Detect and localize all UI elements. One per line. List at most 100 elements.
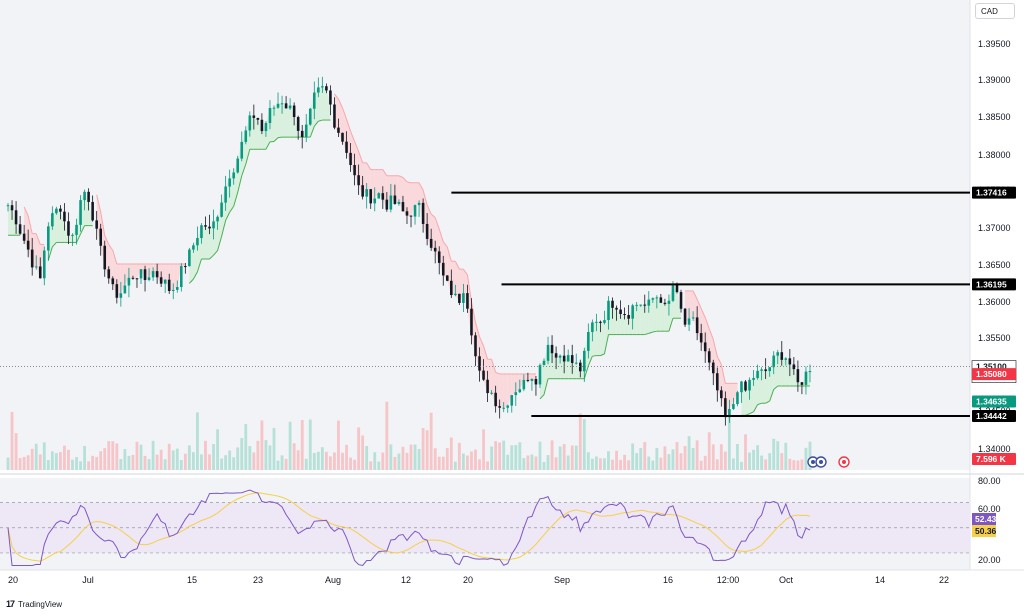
volume-bar — [228, 450, 232, 470]
supertrend-resistance-line — [704, 317, 710, 329]
volume-bar — [54, 453, 58, 470]
time-axis-label: Jul — [82, 575, 94, 585]
supertrend-resistance-line — [426, 204, 432, 215]
volume-bar — [272, 427, 276, 470]
supertrend-resistance-line — [483, 345, 489, 360]
candle-body — [216, 216, 219, 222]
candle-body — [304, 124, 308, 137]
volume-bar — [71, 459, 74, 470]
candle-body — [51, 213, 54, 227]
volume-bar — [341, 452, 344, 470]
supertrend-support-line — [753, 404, 759, 413]
volume-bar — [607, 451, 610, 470]
candle-body — [55, 208, 58, 214]
supertrend-support-line — [652, 330, 657, 333]
volume-bar — [337, 420, 340, 470]
volume-bar — [727, 414, 731, 470]
candle-body — [804, 371, 808, 385]
candle-body — [583, 350, 586, 372]
volume-bar — [260, 420, 264, 470]
candle-body — [188, 249, 191, 267]
volume-bar — [445, 448, 449, 470]
candle-body — [34, 266, 38, 268]
event-dot-icon — [811, 460, 815, 464]
volume-bars — [6, 401, 812, 470]
volume-bar — [38, 454, 42, 470]
supertrend-support-line — [668, 318, 674, 332]
candle-body — [542, 360, 546, 366]
volume-bar — [619, 459, 622, 470]
candle-body — [780, 352, 784, 360]
candle-body — [429, 238, 433, 248]
supertrend-fill — [612, 307, 617, 335]
candle-body — [42, 250, 46, 279]
candle-body — [248, 115, 252, 131]
supertrend-support-line — [539, 394, 545, 400]
volume-bar — [139, 444, 143, 470]
supertrend-resistance-line — [692, 290, 698, 300]
volume-bar — [655, 447, 659, 470]
candle-body — [292, 105, 296, 118]
supertrend-resistance-line — [334, 93, 339, 100]
candle-body — [26, 240, 30, 250]
candle-body — [329, 90, 332, 105]
supertrend-support-line — [592, 355, 597, 357]
volume-bar — [413, 444, 417, 470]
volume-bar — [732, 458, 735, 470]
volume-bar — [244, 424, 248, 470]
volume-bar — [240, 438, 244, 470]
supertrend-fill — [523, 373, 528, 381]
candle-body — [699, 333, 703, 343]
rsi-value-label: 52.43 — [975, 514, 997, 524]
volume-bar — [772, 438, 776, 470]
candle-body — [268, 108, 272, 123]
supertrend-support-line — [225, 212, 231, 221]
volume-bar — [449, 437, 453, 470]
level-label-bg — [972, 278, 1016, 291]
supertrend-fill — [181, 263, 186, 267]
volume-label: 7.596 K — [976, 454, 1007, 464]
supertrend-resistance-line — [454, 260, 460, 270]
candle-body — [401, 202, 405, 212]
candle-body — [732, 404, 735, 409]
supertrend-resistance-line — [696, 299, 702, 309]
horizontal-levels[interactable] — [451, 191, 970, 418]
candle-body — [711, 362, 715, 374]
supertrend-resistance-line — [491, 359, 497, 373]
candle-body — [534, 378, 538, 385]
supertrend-fill — [136, 263, 142, 279]
last-price-label: 1.35100 — [976, 362, 1007, 372]
supertrend-support-line — [221, 220, 227, 237]
supertrend-resistance-line — [708, 328, 714, 340]
volume-bar — [457, 442, 461, 470]
time-axis-label: Sep — [554, 575, 570, 585]
volume-bar — [498, 442, 502, 470]
supertrend-support-line — [241, 164, 247, 176]
volume-bar — [603, 458, 606, 470]
volume-bar — [50, 451, 54, 470]
supertrend-fill — [729, 383, 734, 409]
supertrend-resistance-line — [354, 141, 360, 152]
volume-bar — [200, 454, 203, 470]
event-icons[interactable] — [807, 456, 850, 468]
candle-body — [748, 379, 751, 391]
supertrend-fill — [286, 105, 291, 138]
supertrend-fill — [640, 304, 645, 335]
supertrend-support-line — [213, 250, 218, 256]
supertrend-resistance-line — [438, 228, 444, 242]
volume-bar — [542, 461, 546, 470]
candle-body — [651, 298, 655, 300]
event-dot-icon — [819, 460, 823, 464]
volume-bar — [744, 434, 747, 470]
candle-body — [212, 221, 215, 229]
supertrend-fill — [173, 263, 178, 290]
tradingview-logo[interactable]: 17 TradingView — [6, 598, 62, 610]
candle-body — [518, 389, 522, 393]
volume-bar — [316, 451, 320, 470]
supertrend-resistance-line — [358, 151, 364, 163]
supertrend-fill — [290, 105, 295, 138]
currency-tag[interactable]: CAD — [975, 3, 1015, 19]
candle-body — [639, 304, 643, 306]
supertrend-support-line — [233, 192, 239, 207]
